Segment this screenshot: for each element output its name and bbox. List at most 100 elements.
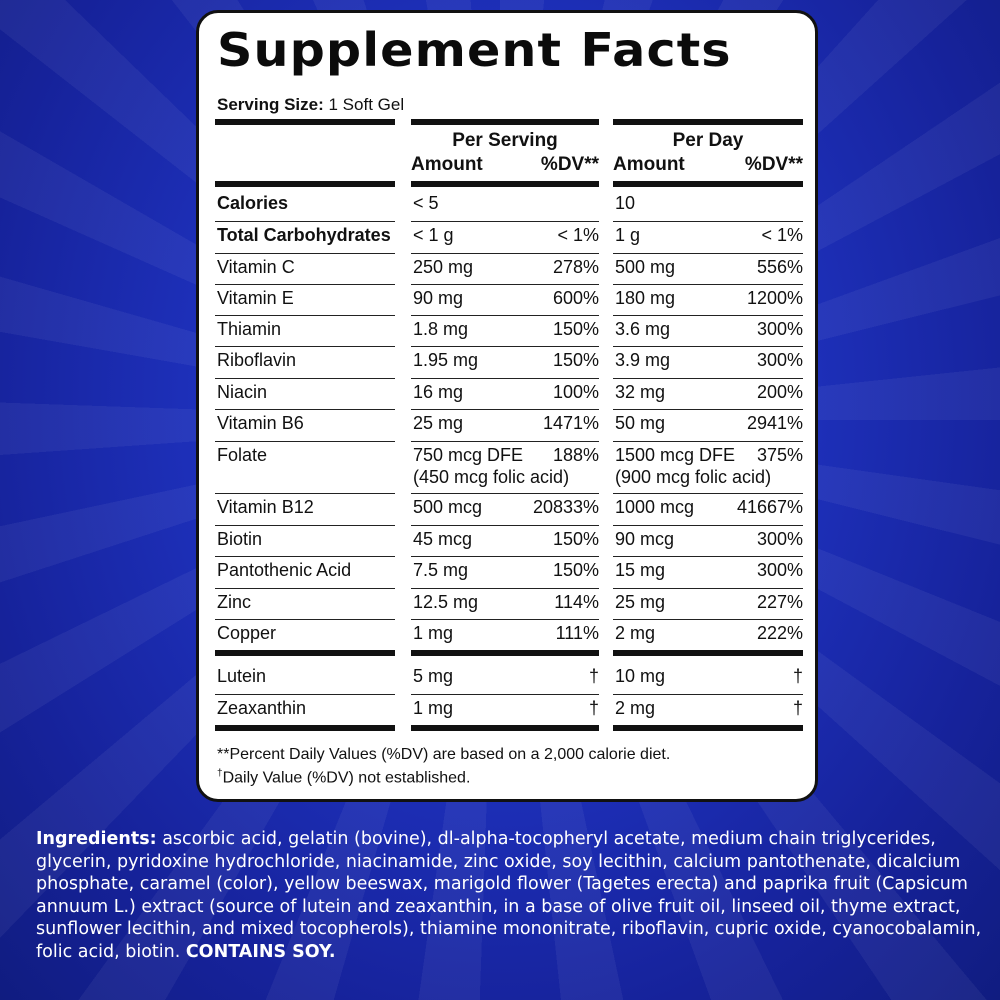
per-day-amount: 2 mg bbox=[615, 698, 656, 718]
per-day-amount: 3.6 mg bbox=[615, 319, 671, 339]
per-serving-amount: 1.95 mg bbox=[413, 350, 479, 370]
nutrient-name: Zinc bbox=[217, 592, 252, 612]
per-day-amount: 500 mg bbox=[615, 257, 676, 277]
per-serving-amount: 90 mg bbox=[413, 288, 464, 308]
row-divider bbox=[215, 588, 395, 589]
rule-top-serving bbox=[411, 119, 599, 125]
row-divider bbox=[411, 253, 599, 254]
row-divider bbox=[215, 315, 395, 316]
per-day-amount: 50 mg bbox=[615, 413, 666, 433]
per-day-amount: 25 mg bbox=[615, 592, 666, 612]
per-serving-dv: 150% bbox=[552, 529, 599, 549]
per-serving-dv: 20833% bbox=[532, 497, 599, 517]
nutrient-name: Zeaxanthin bbox=[217, 698, 307, 718]
row-divider bbox=[411, 619, 599, 620]
per-serving-amount: 5 mg bbox=[413, 666, 454, 686]
per-serving-dv: 150% bbox=[552, 319, 599, 339]
row-divider bbox=[613, 650, 803, 656]
per-day-dv: 200% bbox=[756, 382, 803, 402]
row-divider bbox=[613, 284, 803, 285]
row-divider bbox=[411, 650, 599, 656]
footnote-dv: **Percent Daily Values (%DV) are based o… bbox=[217, 746, 671, 763]
per-serving-dv: 114% bbox=[554, 592, 599, 612]
per-day-amount: 2 mg bbox=[615, 623, 656, 643]
footnote-not-established-text: Daily Value (%DV) not established. bbox=[222, 769, 471, 787]
row-divider bbox=[411, 346, 599, 347]
row-divider bbox=[613, 441, 803, 442]
nutrient-name: Thiamin bbox=[217, 319, 282, 339]
per-serving-dv: 188% bbox=[552, 445, 599, 465]
row-divider bbox=[613, 556, 803, 557]
per-serving-amount: 1 mg bbox=[413, 698, 454, 718]
row-divider bbox=[411, 221, 599, 222]
row-divider bbox=[215, 650, 395, 656]
nutrient-name: Calories bbox=[217, 193, 289, 213]
panel-title: Supplement Facts bbox=[217, 23, 732, 77]
per-day-dv: < 1% bbox=[761, 225, 803, 245]
row-divider bbox=[215, 619, 395, 620]
row-divider bbox=[215, 556, 395, 557]
row-divider bbox=[613, 619, 803, 620]
nutrient-name: Lutein bbox=[217, 666, 267, 686]
pd-dv-header: %DV** bbox=[744, 154, 803, 175]
row-divider bbox=[215, 441, 395, 442]
per-day-amount: 10 bbox=[615, 193, 636, 213]
row-divider bbox=[215, 346, 395, 347]
per-day-dv: 1200% bbox=[746, 288, 803, 308]
per-serving-amount: 1 mg bbox=[413, 623, 454, 643]
per-day-dv: 300% bbox=[756, 350, 803, 370]
per-day-dv: 375% bbox=[756, 445, 803, 465]
row-divider bbox=[411, 725, 599, 731]
row-divider bbox=[613, 588, 803, 589]
rule-top-day bbox=[613, 119, 803, 125]
nutrient-name: Niacin bbox=[217, 382, 268, 402]
ingredients-list: ascorbic acid, gelatin (bovine), dl-alph… bbox=[36, 829, 982, 962]
nutrient-name: Total Carbohydrates bbox=[217, 225, 391, 245]
per-day-dv: 300% bbox=[756, 560, 803, 580]
per-day-amount: 1500 mcg DFE bbox=[615, 445, 736, 465]
row-divider bbox=[215, 284, 395, 285]
per-serving-amount: 1.8 mg bbox=[413, 319, 469, 339]
per-day-dv: 300% bbox=[756, 319, 803, 339]
per-serving-dv: 150% bbox=[552, 560, 599, 580]
per-serving-dv: 100% bbox=[552, 382, 599, 402]
nutrient-name: Folate bbox=[217, 445, 268, 465]
nutrient-name: Vitamin B12 bbox=[217, 497, 314, 517]
per-day-dv: 300% bbox=[756, 529, 803, 549]
per-day-header: Per Day bbox=[672, 130, 744, 151]
per-day-amount: 3.9 mg bbox=[615, 350, 671, 370]
per-serving-amount: < 5 bbox=[413, 193, 439, 213]
per-serving-amount-detail: (450 mcg folic acid) bbox=[413, 467, 570, 487]
row-divider bbox=[613, 315, 803, 316]
ps-amount-header: Amount bbox=[411, 154, 483, 175]
nutrient-name: Biotin bbox=[217, 529, 263, 549]
row-divider bbox=[411, 525, 599, 526]
per-serving-dv: 600% bbox=[552, 288, 599, 308]
rule-header-name bbox=[215, 181, 395, 187]
row-divider bbox=[215, 525, 395, 526]
footnote-not-established: †Daily Value (%DV) not established. bbox=[217, 768, 470, 787]
per-day-dv: 556% bbox=[756, 257, 803, 277]
nutrient-name: Vitamin B6 bbox=[217, 413, 304, 433]
row-divider bbox=[411, 378, 599, 379]
row-divider bbox=[215, 493, 395, 494]
per-day-amount: 32 mg bbox=[615, 382, 666, 402]
per-day-amount: 90 mcg bbox=[615, 529, 675, 549]
row-divider bbox=[411, 441, 599, 442]
rule-top-name bbox=[215, 119, 395, 125]
per-day-amount: 1000 mcg bbox=[615, 497, 695, 517]
row-divider bbox=[411, 409, 599, 410]
per-serving-amount: 750 mcg DFE bbox=[413, 445, 524, 465]
row-divider bbox=[215, 725, 395, 731]
allergen-warning: CONTAINS SOY. bbox=[185, 941, 336, 962]
row-divider bbox=[215, 221, 395, 222]
per-day-amount-detail: (900 mcg folic acid) bbox=[615, 467, 772, 487]
per-serving-amount: 12.5 mg bbox=[413, 592, 479, 612]
nutrient-name: Vitamin C bbox=[217, 257, 295, 277]
per-day-amount: 1 g bbox=[615, 225, 641, 245]
row-divider bbox=[215, 409, 395, 410]
row-divider bbox=[613, 725, 803, 731]
nutrient-name: Pantothenic Acid bbox=[217, 560, 352, 580]
per-serving-amount: 7.5 mg bbox=[413, 560, 469, 580]
per-serving-header: Per Serving bbox=[452, 130, 558, 151]
